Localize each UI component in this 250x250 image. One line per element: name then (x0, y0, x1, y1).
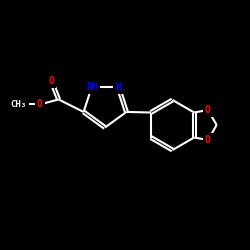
Text: O: O (205, 105, 211, 115)
Text: O: O (37, 100, 43, 110)
Text: O: O (205, 135, 211, 145)
Text: CH₃: CH₃ (10, 100, 27, 109)
Text: O: O (48, 76, 54, 86)
Text: N: N (115, 82, 121, 92)
Text: NH: NH (86, 82, 98, 92)
